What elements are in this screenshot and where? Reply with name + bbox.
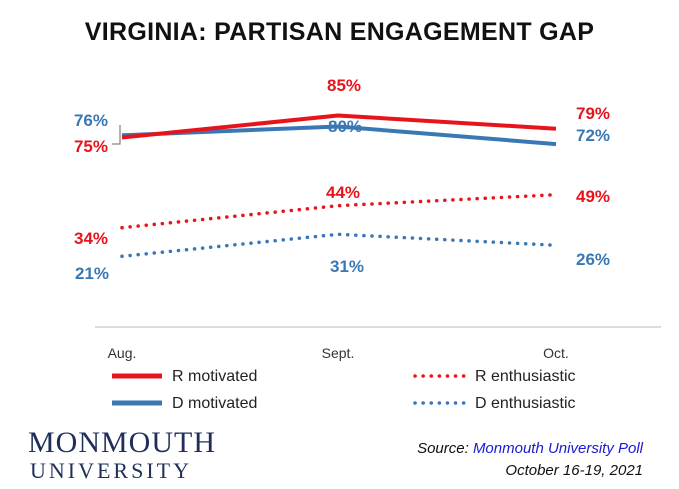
d-motivated-label-oct: 72% bbox=[576, 126, 610, 145]
r-enthusiastic-label-oct: 49% bbox=[576, 187, 610, 206]
r-motivated-label-aug: 75% bbox=[74, 137, 108, 156]
r-enthusiastic-label-aug: 34% bbox=[74, 229, 108, 248]
d-enthusiastic-label-sept: 31% bbox=[330, 257, 364, 276]
d-motivated-line bbox=[121, 124, 557, 147]
legend-label-r-motivated: R motivated bbox=[172, 368, 257, 385]
legend-item-r-enthusiastic: R enthusiastic bbox=[413, 368, 576, 385]
d-motivated-label-sept: 80% bbox=[328, 117, 362, 136]
chart-title: VIRGINIA: PARTISAN ENGAGEMENT GAP bbox=[84, 18, 595, 46]
legend-item-d-motivated: D motivated bbox=[112, 395, 257, 412]
x-tick-label-aug: Aug. bbox=[108, 345, 137, 361]
source-note: Source: Monmouth University Poll October… bbox=[417, 438, 643, 482]
logo-line-2: UNIVERSITY bbox=[30, 458, 192, 483]
source-name: Monmouth University Poll bbox=[472, 440, 643, 457]
r-enthusiastic-line bbox=[120, 192, 558, 230]
legend-item-r-motivated: R motivated bbox=[112, 368, 257, 385]
r-motivated-label-oct: 79% bbox=[576, 104, 610, 123]
x-tick-label-oct: Oct. bbox=[543, 345, 569, 361]
legend-label-r-enthusiastic: R enthusiastic bbox=[475, 368, 576, 385]
aug-label-bracket bbox=[112, 125, 121, 145]
legend-label-d-enthusiastic: D enthusiastic bbox=[475, 395, 576, 412]
source-prefix: Source: bbox=[417, 440, 469, 457]
source-line: Source: Monmouth University Poll bbox=[417, 438, 643, 460]
d-enthusiastic-line bbox=[120, 232, 558, 259]
source-dates: October 16-19, 2021 bbox=[505, 462, 643, 479]
d-motivated-label-aug: 76% bbox=[74, 111, 108, 130]
d-enthusiastic-label-aug: 21% bbox=[75, 264, 109, 283]
r-motivated-line bbox=[121, 113, 557, 140]
legend-label-d-motivated: D motivated bbox=[172, 395, 257, 412]
d-enthusiastic-label-oct: 26% bbox=[576, 250, 610, 269]
r-motivated-label-sept: 85% bbox=[327, 76, 361, 95]
r-enthusiastic-label-sept: 44% bbox=[326, 183, 360, 202]
legend-item-d-enthusiastic: D enthusiastic bbox=[413, 395, 576, 412]
monmouth-university-logo: MONMOUTH UNIVERSITY bbox=[28, 428, 216, 482]
logo-line-1: MONMOUTH bbox=[28, 426, 216, 459]
x-tick-label-sept: Sept. bbox=[322, 345, 355, 361]
